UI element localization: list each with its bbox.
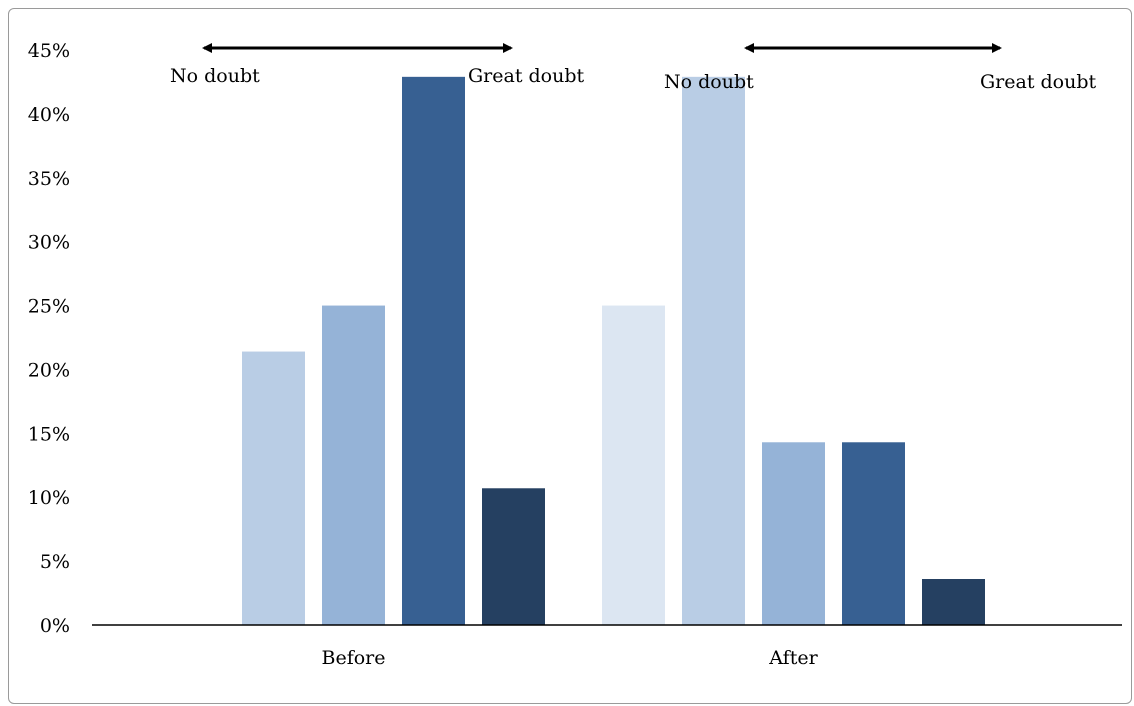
x-axis-categories: Before After — [321, 647, 818, 669]
no-doubt-label: No doubt — [170, 65, 260, 87]
no-doubt-label: No doubt — [664, 71, 754, 93]
bar — [842, 442, 905, 625]
great-doubt-label: Great doubt — [980, 71, 1097, 93]
bar — [242, 351, 305, 625]
bar — [322, 305, 385, 625]
bar — [482, 488, 545, 625]
x-category-label: Before — [321, 647, 385, 669]
x-category-label: After — [768, 647, 818, 669]
y-tick-label: 20% — [28, 359, 70, 381]
bar — [402, 76, 465, 626]
doubt-scale-annotations: No doubt Great doubt No doubt Great doubt — [170, 43, 1097, 93]
y-axis-ticks: 0% 5% 10% 15% 20% 25% 30% 35% 40% 45% — [28, 40, 70, 637]
bars-layer — [242, 76, 985, 626]
great-doubt-label: Great doubt — [468, 65, 585, 87]
y-tick-label: 35% — [28, 168, 70, 190]
y-tick-label: 25% — [28, 296, 70, 318]
bar — [602, 305, 665, 625]
y-tick-label: 45% — [28, 40, 70, 62]
bar — [682, 76, 745, 626]
y-tick-label: 40% — [28, 104, 70, 126]
bar — [922, 579, 985, 625]
y-tick-label: 0% — [40, 615, 70, 637]
y-tick-label: 30% — [28, 232, 70, 254]
bar — [762, 442, 825, 625]
y-tick-label: 10% — [28, 487, 70, 509]
y-tick-label: 15% — [28, 423, 70, 445]
y-tick-label: 5% — [40, 551, 70, 573]
